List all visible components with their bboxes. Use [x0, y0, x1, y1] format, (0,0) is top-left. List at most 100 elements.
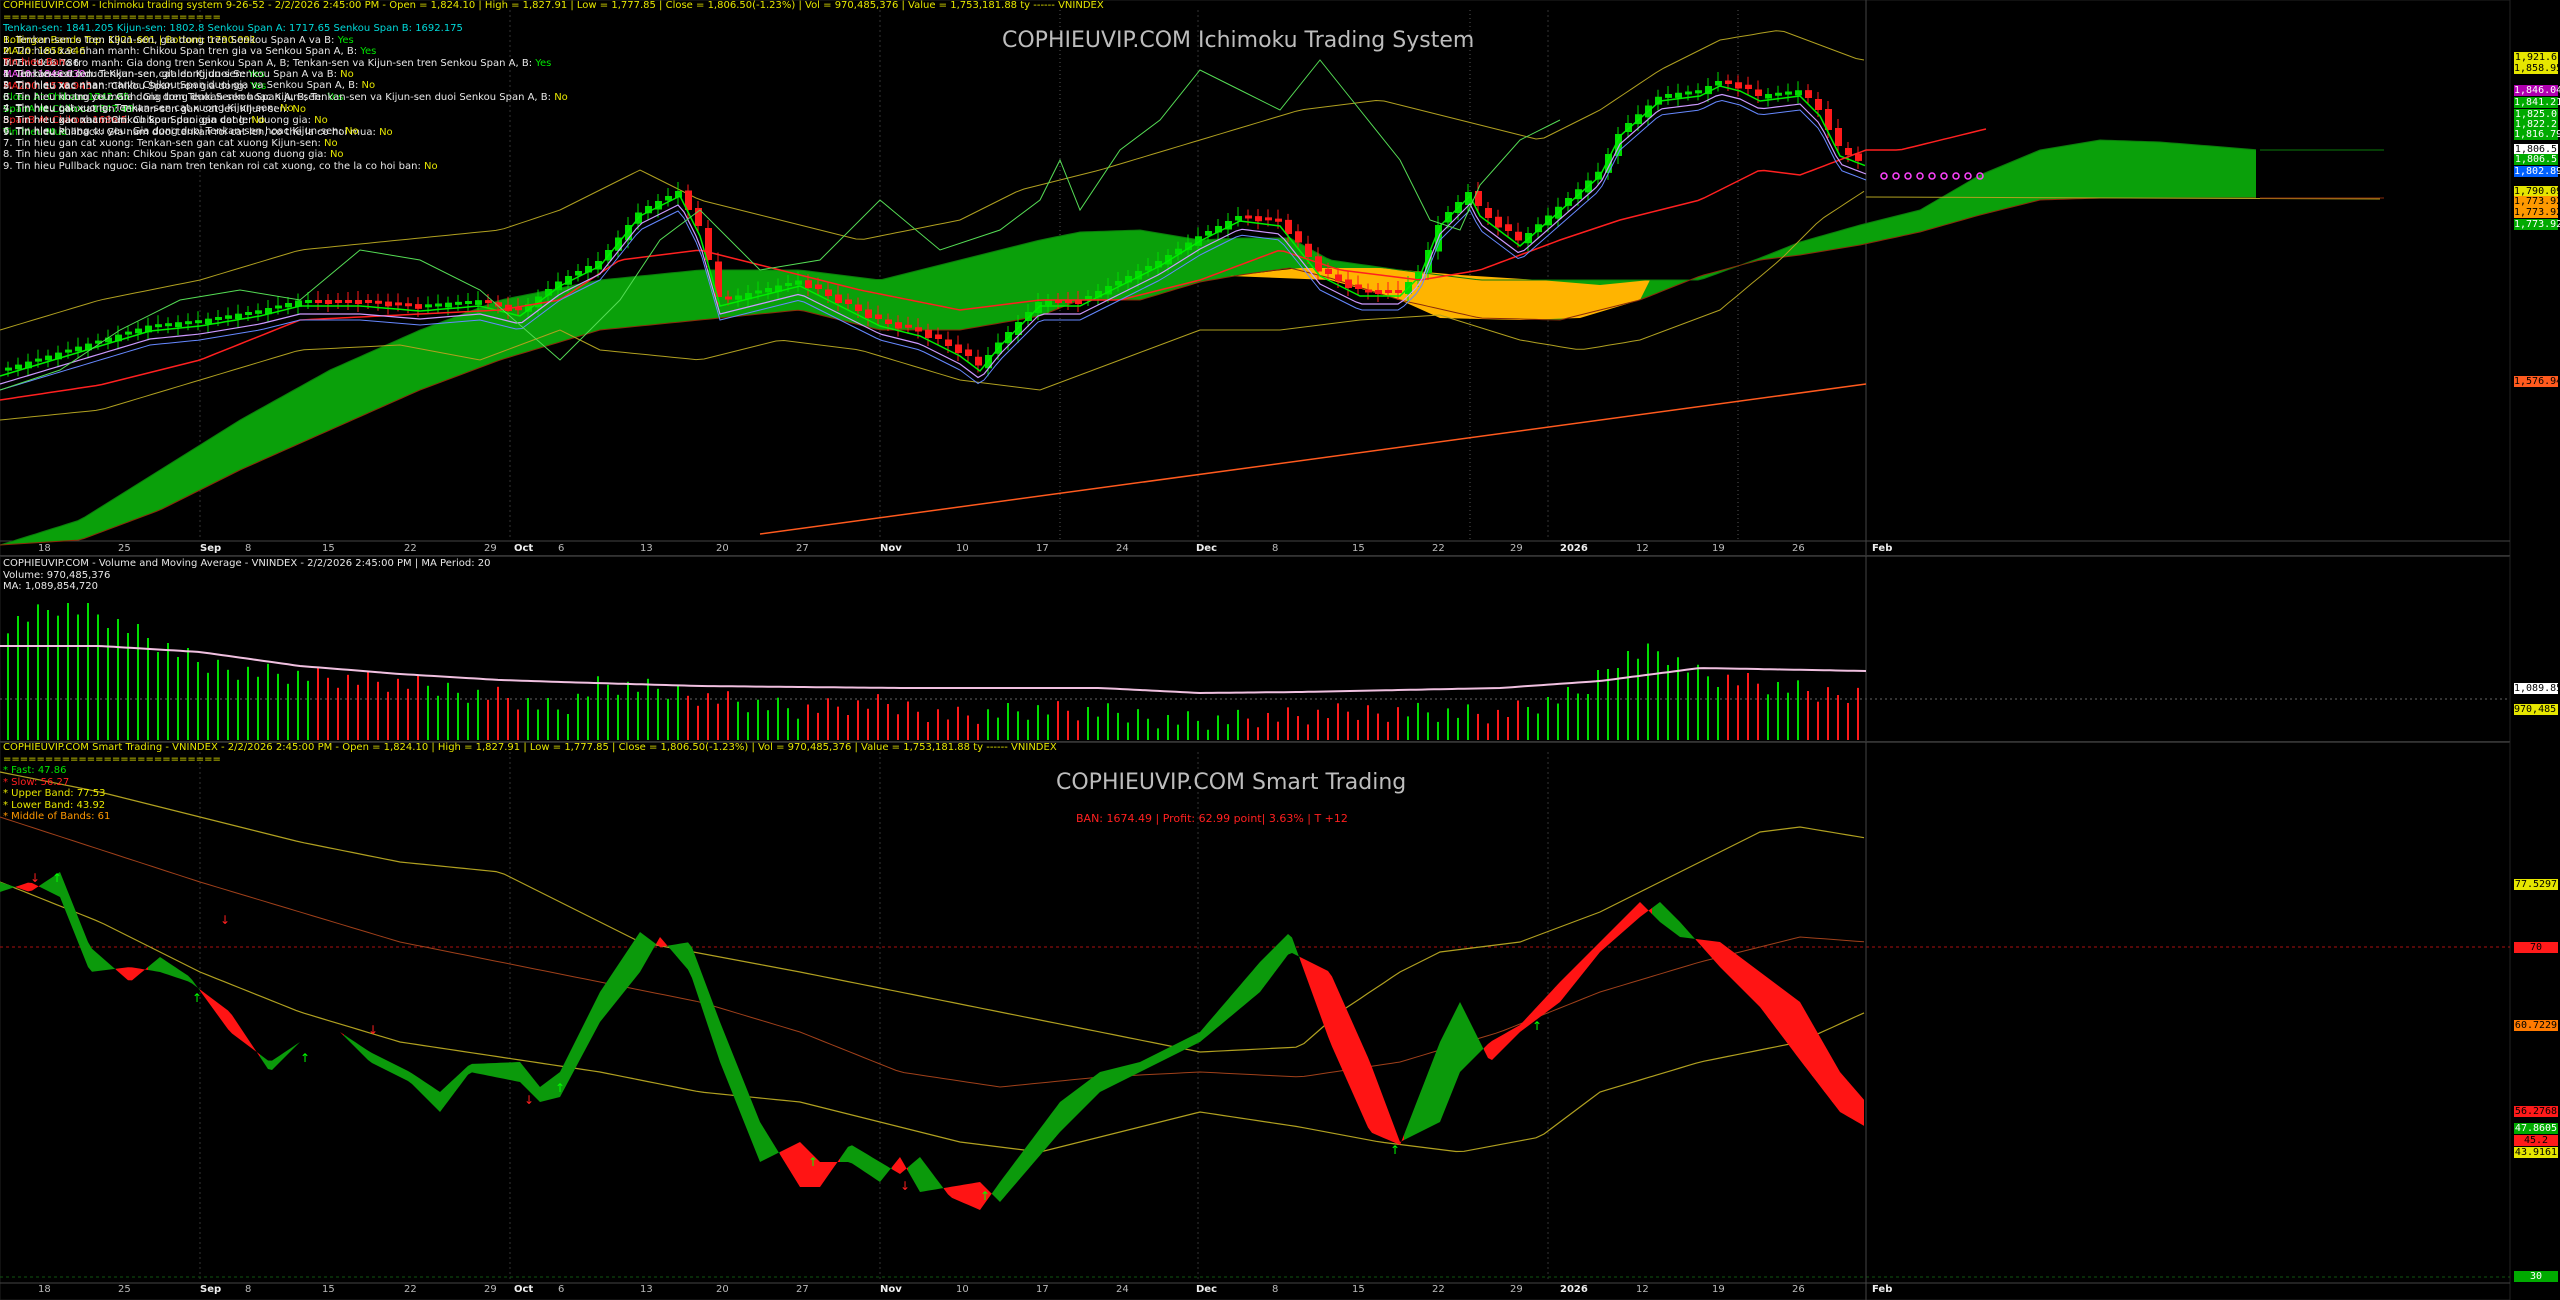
ichimoku-cloud-segment — [672, 272, 678, 323]
ichimoku-cloud-segment — [72, 520, 78, 541]
ichimoku-cloud-segment — [2028, 152, 2034, 203]
smart-ribbon-segment — [840, 1152, 844, 1162]
date-tick-label: 26 — [1792, 1284, 1805, 1295]
ichimoku-cloud-segment — [1212, 239, 1218, 280]
smart-ribbon-segment — [216, 1001, 220, 1019]
bollinger-projection — [1865, 196, 2381, 200]
axis-value-label: 1,816.79 — [2514, 129, 2560, 140]
ichimoku-cloud-segment — [1794, 242, 1800, 256]
smart-trading-pane[interactable]: ↑ ↑ ↑ ↑ ↑ ↑ ↑ ↑ ↓ ↓ ↓ ↓ ↓ COPHIEUVIP.COM Smart Tradi… — [0, 742, 2560, 1300]
volume-pane[interactable]: COPHIEUVIP.COM - Volume and Moving Avera… — [0, 556, 2560, 742]
smart-ribbon-segment — [1732, 951, 1736, 983]
ichimoku-cloud-segment — [660, 273, 666, 324]
smart-ribbon-segment — [312, 1038, 316, 1039]
volume-axis[interactable]: 1,089.85 970,485.4 — [2510, 556, 2560, 742]
axis-value-label: 1,806.5 — [2514, 144, 2558, 155]
ichimoku-cloud-segment — [438, 321, 444, 384]
smart-ribbon-segment — [184, 973, 188, 982]
ichimoku-cloud-segment — [486, 303, 492, 366]
ichimoku-cloud-segment — [1662, 280, 1668, 292]
sell-signal-title: Tin hieu Ban — [3, 57, 66, 68]
ichimoku-cloud-segment — [360, 354, 366, 417]
ichimoku-cloud-segment — [606, 278, 612, 330]
smart-ribbon-segment — [1156, 1052, 1160, 1064]
smart-ribbon-segment — [368, 1050, 372, 1063]
date-tick-label: 18 — [38, 1284, 51, 1295]
smart-ribbon-segment — [1816, 1030, 1820, 1086]
candle-body — [1565, 198, 1572, 206]
price-axis[interactable]: 1,921.6 1,858.95 1,846.04 1,841.21 1,825.0 1,… — [2510, 0, 2560, 556]
smart-trading-chart[interactable]: ↑ ↑ ↑ ↑ ↑ ↑ ↑ ↑ ↓ ↓ ↓ ↓ ↓ — [0, 742, 2560, 1300]
ichimoku-cloud-segment — [2064, 145, 2070, 200]
candle-body — [275, 305, 282, 309]
ichimoku-chart[interactable] — [0, 0, 2560, 556]
ichimoku-cloud-segment — [1110, 230, 1116, 300]
candle-body — [85, 343, 92, 351]
smart-ribbon-segment — [636, 932, 640, 977]
ma20-line — [0, 99, 1867, 391]
candle-body — [25, 361, 32, 369]
candle-body — [485, 300, 492, 304]
candle-body — [885, 319, 892, 324]
ichimoku-cloud-segment — [132, 483, 138, 521]
smart-ribbon-segment — [428, 1084, 432, 1104]
ichimoku-cloud-segment — [564, 286, 570, 341]
ichimoku-cloud-segment — [396, 338, 402, 401]
span-b-line — [0, 197, 2256, 546]
smart-ribbon-segment — [232, 1015, 236, 1037]
smart-ribbon-segment — [948, 1186, 952, 1198]
smart-ribbon-segment — [1764, 975, 1768, 1018]
ichimoku-cloud-segment — [1944, 192, 1950, 226]
buy-signal-item: 1. Tenkan-sen o tren Kijun-sen, gia dong… — [3, 35, 1104, 47]
ichimoku-cloud-segment — [1800, 240, 1806, 255]
sell-signal-text: 7. Tin hieu gan cat xuong: Tenkan-sen ga… — [3, 137, 324, 149]
axis-value-label: 1,576.94 — [2514, 376, 2560, 387]
ichimoku-cloud-segment — [354, 356, 360, 420]
candle-body — [1805, 90, 1812, 98]
smart-ribbon-segment — [1240, 980, 1244, 1009]
smart-ribbon-segment — [192, 979, 196, 987]
oscillator-axis[interactable]: 77.5297 70 60.7229 56.2768 47.8605 45.2 43.916… — [2510, 742, 2560, 1300]
candle-body — [55, 352, 62, 360]
smart-ribbon-segment — [1592, 946, 1596, 962]
ichimoku-cloud-segment — [576, 283, 582, 338]
smart-ribbon-segment — [1032, 1134, 1036, 1165]
smart-ribbon-segment — [40, 882, 44, 889]
smart-ribbon-segment — [212, 998, 216, 1013]
candle-body — [185, 321, 192, 325]
candle-body — [225, 315, 232, 319]
ichimoku-cloud-segment — [42, 530, 48, 543]
ichimoku-cloud-segment — [702, 270, 708, 320]
smart-ribbon-segment — [1752, 966, 1756, 1003]
smart-ribbon-segment — [1548, 990, 1552, 1011]
candle-body — [1775, 92, 1782, 96]
ichimoku-cloud-segment — [846, 275, 852, 323]
ichimoku-cloud-segment — [1998, 165, 2004, 211]
ichimoku-cloud-segment — [1056, 235, 1062, 310]
ichimoku-pane[interactable]: COPHIEUVIP.COM - Ichimoku trading system… — [0, 0, 2560, 556]
ichimoku-cloud-segment — [1062, 234, 1068, 308]
smart-ribbon-segment — [1428, 1062, 1432, 1128]
ichimoku-cloud-segment — [2118, 140, 2124, 198]
ichimoku-cloud-segment — [2178, 143, 2184, 198]
date-tick-label: 15 — [1352, 1284, 1365, 1295]
candle-body — [625, 225, 632, 241]
ichimoku-cloud-segment — [960, 258, 966, 330]
smart-ribbon-segment — [1680, 922, 1684, 938]
volume-chart[interactable] — [0, 556, 2560, 742]
ichimoku-cloud-segment — [852, 276, 858, 325]
ichimoku-cloud-segment — [90, 510, 96, 537]
forecast-dot — [1940, 172, 1948, 180]
ichimoku-cloud-segment — [420, 327, 426, 390]
smart-ribbon-segment — [1100, 1071, 1104, 1092]
ichimoku-cloud-segment — [2034, 150, 2040, 202]
smart-ribbon-segment — [1348, 1012, 1352, 1092]
smart-ribbon-segment — [1140, 1060, 1144, 1072]
ichimoku-cloud-segment — [588, 281, 594, 334]
candle-body — [645, 206, 652, 214]
date-tick-label: 12 — [1636, 1284, 1649, 1295]
ichimoku-cloud-segment — [636, 275, 642, 327]
candle-body — [1705, 86, 1712, 95]
candle-body — [1725, 80, 1732, 84]
candle-body — [545, 289, 552, 296]
